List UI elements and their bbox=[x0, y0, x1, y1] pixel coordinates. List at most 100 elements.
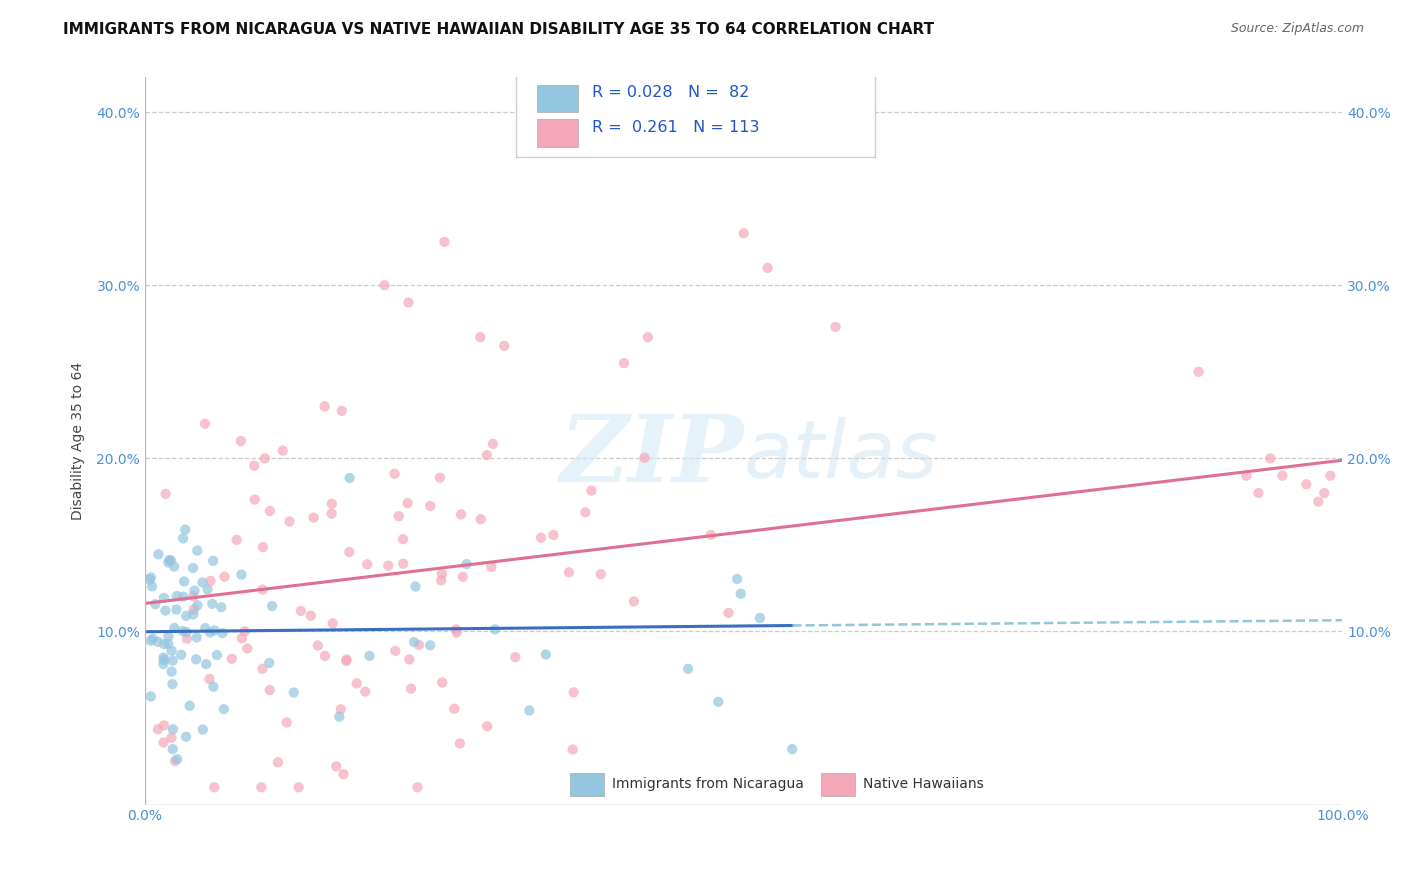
Text: R =  0.261   N = 113: R = 0.261 N = 113 bbox=[592, 120, 759, 136]
Point bbox=[707, 695, 730, 709]
Point bbox=[534, 648, 557, 662]
Point bbox=[287, 780, 309, 795]
Point bbox=[430, 574, 453, 588]
Point bbox=[336, 652, 359, 666]
Point bbox=[494, 339, 516, 353]
Point bbox=[290, 604, 312, 618]
Point bbox=[543, 528, 565, 542]
Text: Native Hawaiians: Native Hawaiians bbox=[863, 777, 984, 791]
Point bbox=[141, 579, 163, 593]
Point bbox=[172, 590, 194, 604]
Point bbox=[623, 594, 645, 608]
Point bbox=[186, 543, 208, 558]
Point bbox=[142, 632, 165, 646]
Point bbox=[330, 404, 353, 418]
Point bbox=[225, 533, 247, 547]
Point bbox=[214, 569, 236, 583]
Point bbox=[173, 574, 195, 589]
Point bbox=[236, 641, 259, 656]
Point bbox=[276, 715, 298, 730]
Point bbox=[166, 589, 188, 603]
Point bbox=[209, 600, 232, 615]
FancyBboxPatch shape bbox=[516, 74, 876, 157]
Point bbox=[346, 676, 368, 690]
Point bbox=[482, 437, 505, 451]
Point bbox=[503, 650, 526, 665]
Point bbox=[384, 644, 406, 658]
Point bbox=[1313, 486, 1336, 500]
Point bbox=[157, 556, 180, 570]
Point bbox=[574, 505, 596, 519]
Point bbox=[172, 532, 194, 546]
FancyBboxPatch shape bbox=[537, 85, 578, 112]
Point bbox=[429, 470, 451, 484]
Point bbox=[139, 570, 162, 584]
Point bbox=[201, 597, 224, 611]
Point bbox=[392, 557, 415, 571]
Point bbox=[725, 572, 748, 586]
Point bbox=[339, 471, 361, 485]
Point bbox=[443, 702, 465, 716]
Point bbox=[250, 780, 273, 795]
Point bbox=[733, 227, 755, 241]
Point bbox=[328, 709, 350, 723]
Point bbox=[198, 625, 221, 640]
Point bbox=[396, 496, 419, 510]
Point bbox=[451, 570, 474, 584]
Point bbox=[1295, 477, 1317, 491]
Point bbox=[561, 742, 583, 756]
Point bbox=[700, 528, 723, 542]
Point bbox=[1260, 451, 1282, 466]
Point bbox=[517, 704, 540, 718]
Point bbox=[484, 623, 506, 637]
Point bbox=[450, 508, 472, 522]
Point bbox=[152, 657, 174, 671]
Point bbox=[322, 616, 344, 631]
Text: Immigrants from Nicaragua: Immigrants from Nicaragua bbox=[612, 777, 804, 791]
Point bbox=[1247, 486, 1270, 500]
Point bbox=[212, 702, 235, 716]
Point bbox=[283, 685, 305, 699]
Point bbox=[181, 589, 204, 603]
Point bbox=[176, 632, 198, 646]
Point bbox=[299, 608, 322, 623]
Point bbox=[479, 560, 502, 574]
Point bbox=[200, 574, 222, 588]
Point bbox=[456, 557, 478, 571]
Point bbox=[257, 656, 280, 670]
Point bbox=[195, 657, 218, 671]
Point bbox=[179, 698, 201, 713]
Point bbox=[433, 235, 456, 249]
Point bbox=[475, 448, 498, 462]
Point bbox=[186, 599, 208, 613]
Point bbox=[252, 540, 274, 554]
Point bbox=[356, 558, 378, 572]
Point bbox=[153, 653, 176, 667]
Point bbox=[202, 680, 225, 694]
Point bbox=[470, 330, 492, 344]
Text: Source: ZipAtlas.com: Source: ZipAtlas.com bbox=[1230, 22, 1364, 36]
Point bbox=[152, 735, 174, 749]
Point bbox=[174, 608, 197, 623]
Text: atlas: atlas bbox=[744, 417, 938, 494]
Point bbox=[148, 547, 170, 561]
Point bbox=[197, 582, 219, 597]
Point bbox=[211, 626, 233, 640]
Point bbox=[388, 509, 411, 524]
Point bbox=[231, 632, 253, 646]
Point bbox=[589, 567, 612, 582]
Point bbox=[307, 639, 329, 653]
Point bbox=[139, 573, 162, 587]
Point bbox=[163, 559, 186, 574]
Point bbox=[166, 602, 188, 616]
Point bbox=[231, 567, 253, 582]
Point bbox=[146, 722, 169, 736]
Point bbox=[181, 561, 204, 575]
Point bbox=[162, 742, 184, 756]
Point bbox=[373, 278, 395, 293]
Point bbox=[1236, 468, 1258, 483]
Point bbox=[419, 638, 441, 652]
Point bbox=[1308, 494, 1330, 508]
Point bbox=[408, 638, 430, 652]
Text: IMMIGRANTS FROM NICARAGUA VS NATIVE HAWAIIAN DISABILITY AGE 35 TO 64 CORRELATION: IMMIGRANTS FROM NICARAGUA VS NATIVE HAWA… bbox=[63, 22, 935, 37]
